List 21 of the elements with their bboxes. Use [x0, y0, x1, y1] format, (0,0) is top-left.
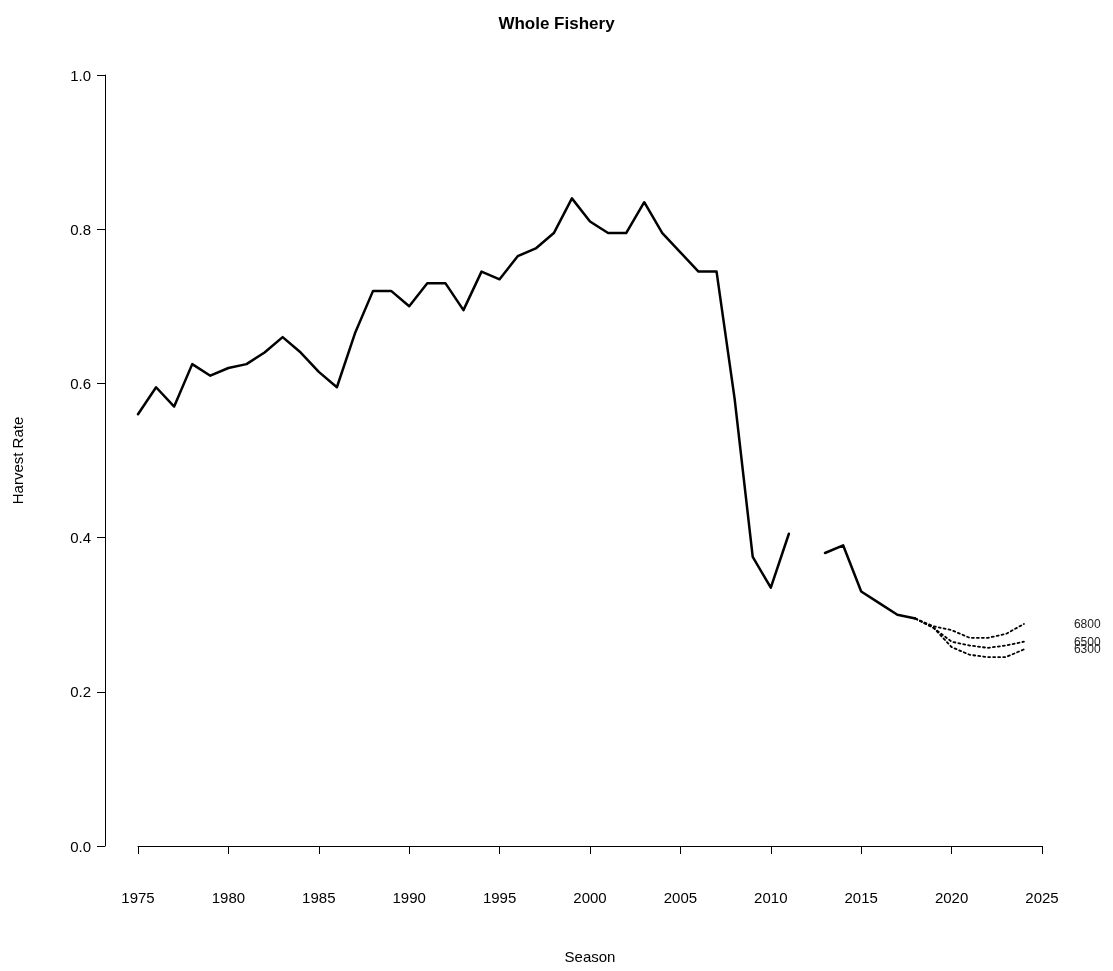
y-tick-label: 0.8: [70, 220, 91, 238]
y-tick-label: 0.4: [70, 529, 91, 547]
y-axis-title: Harvest Rate: [9, 416, 26, 505]
x-tick-label: 1985: [302, 889, 336, 906]
y-tick-label: 1.0: [70, 66, 91, 84]
y-tick-label: 0.6: [70, 374, 91, 392]
x-axis-title: Season: [564, 948, 616, 965]
x-tick-label: 2010: [754, 889, 788, 906]
x-tick-label: 2015: [844, 889, 878, 906]
text: 6800: [1073, 616, 1101, 631]
x-tick-label: 2025: [1025, 889, 1059, 906]
chart-title: Whole Fishery: [498, 14, 616, 33]
x-tick-label: 1980: [211, 889, 246, 906]
x-tick-label: 1995: [482, 889, 517, 906]
y-tick-label: 0.2: [70, 683, 91, 701]
y-tick-label: 0.0: [70, 837, 91, 855]
x-tick-label: 2000: [573, 889, 607, 906]
x-tick-label: 1975: [121, 889, 155, 906]
x-tick-label: 2005: [663, 889, 698, 906]
x-tick-label: 1990: [392, 889, 426, 906]
x-tick-label: 2020: [934, 889, 969, 906]
